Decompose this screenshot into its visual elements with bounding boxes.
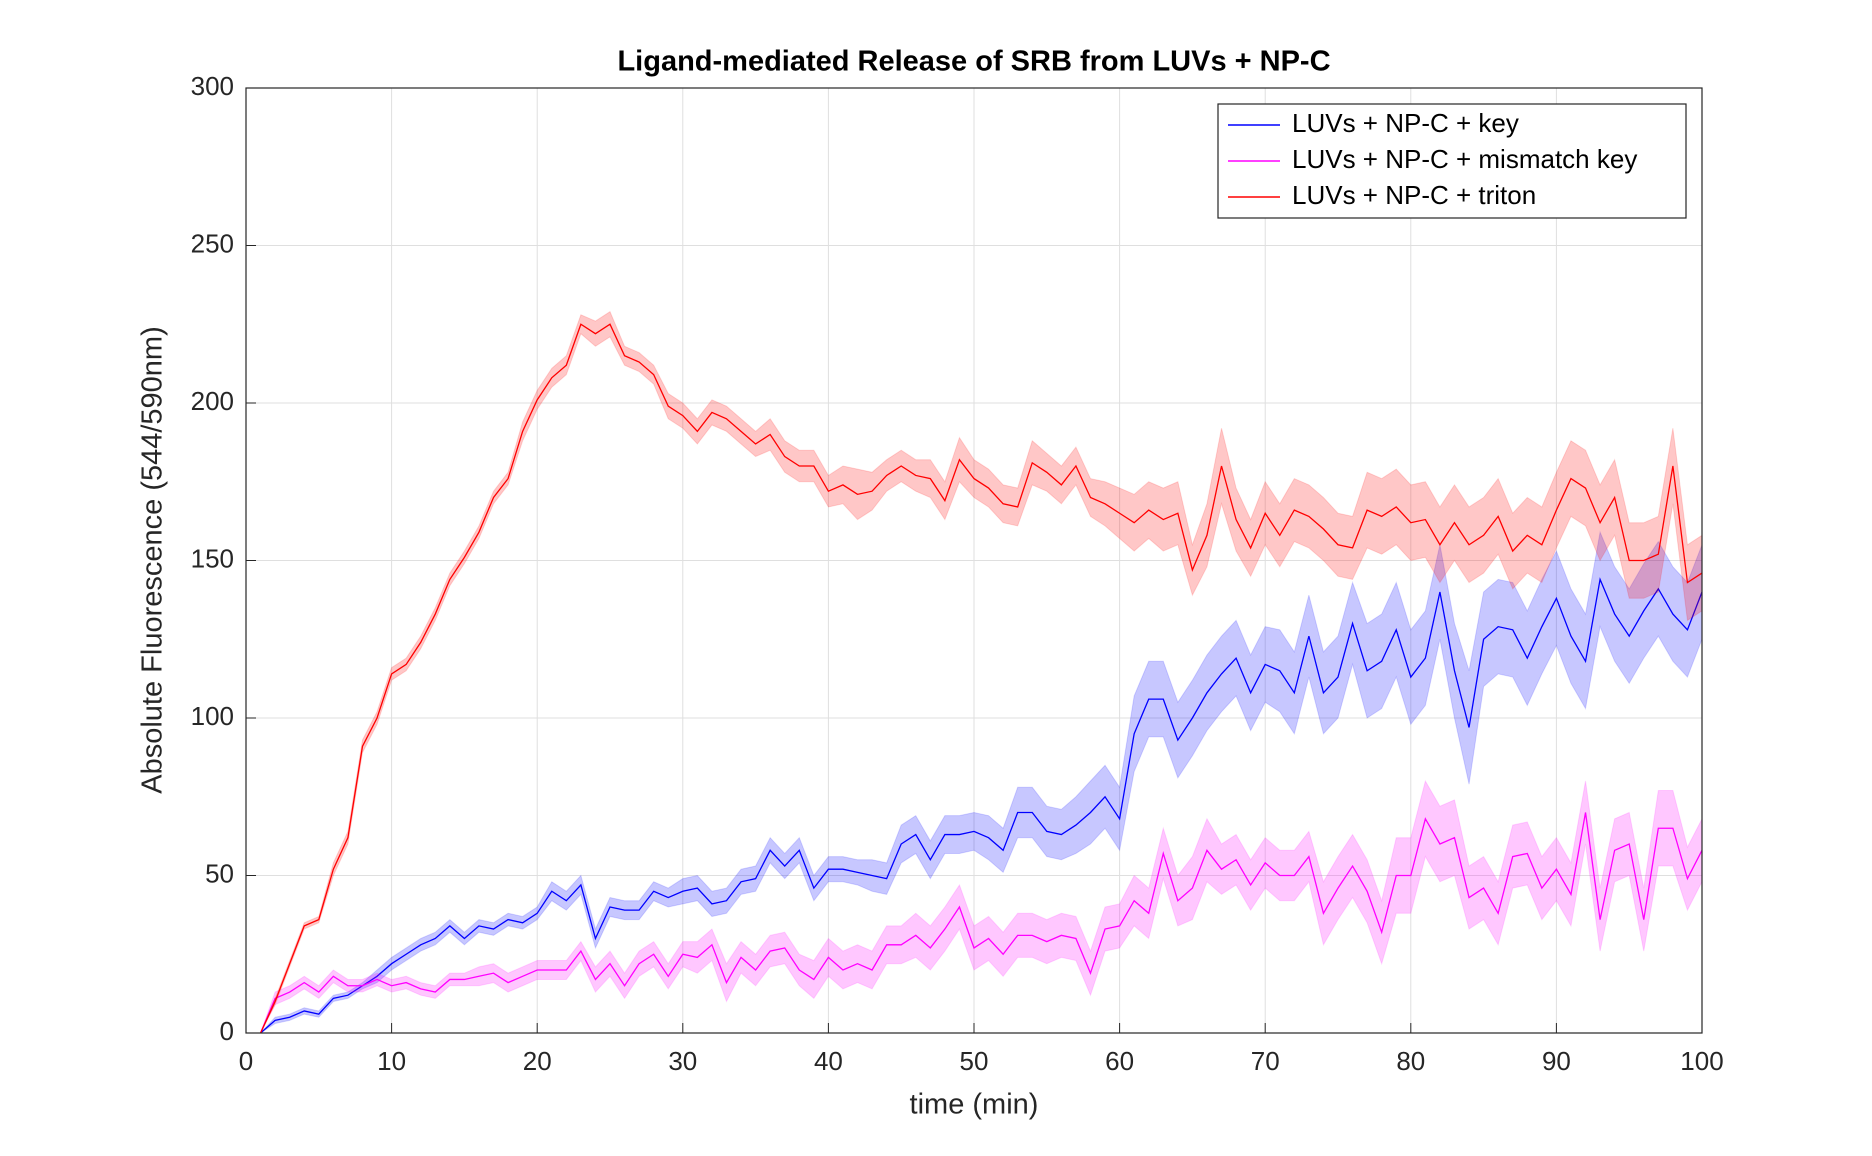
y-tick-label: 150	[191, 543, 234, 573]
legend-label: LUVs + NP-C + mismatch key	[1292, 144, 1637, 174]
x-tick-label: 100	[1680, 1046, 1723, 1076]
x-tick-label: 40	[814, 1046, 843, 1076]
x-tick-label: 70	[1251, 1046, 1280, 1076]
y-tick-label: 100	[191, 701, 234, 731]
y-tick-label: 200	[191, 386, 234, 416]
x-tick-label: 50	[960, 1046, 989, 1076]
y-tick-label: 50	[205, 858, 234, 888]
axes-box	[245, 87, 1703, 1034]
x-tick-label: 80	[1396, 1046, 1425, 1076]
series-line	[259, 323, 1703, 1034]
y-tick-label: 250	[191, 228, 234, 258]
legend-box	[1217, 103, 1687, 219]
y-axis-label: Absolute Fluorescence (544/590nm)	[137, 326, 169, 793]
y-tick-label: 0	[220, 1016, 234, 1046]
x-tick-label: 20	[523, 1046, 552, 1076]
x-tick-label: 60	[1105, 1046, 1134, 1076]
x-tick-label: 30	[668, 1046, 697, 1076]
chart-title: Ligand-mediated Release of SRB from LUVs…	[617, 46, 1330, 78]
legend-label: LUVs + NP-C + triton	[1292, 180, 1536, 210]
y-tick-label: 300	[191, 71, 234, 101]
x-axis-label: time (min)	[910, 1089, 1039, 1121]
x-tick-label: 0	[239, 1046, 253, 1076]
x-tick-label: 10	[377, 1046, 406, 1076]
legend-label: LUVs + NP-C + key	[1292, 108, 1519, 138]
x-tick-label: 90	[1542, 1046, 1571, 1076]
series-line	[260, 577, 1703, 1034]
series-line	[259, 812, 1703, 1034]
